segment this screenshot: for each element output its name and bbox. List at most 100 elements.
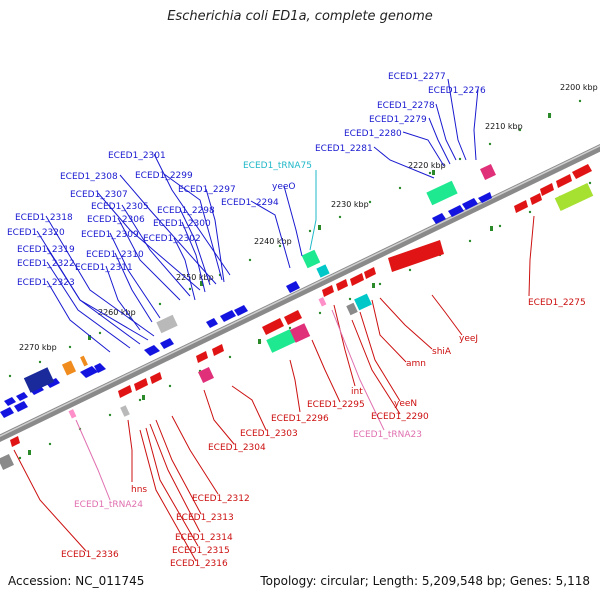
reverse-cds [196, 351, 208, 363]
reverse-cds [540, 183, 554, 196]
gene-label-eced1-2290: ECED1_2290 [371, 412, 429, 422]
genome-stats-text: Topology: circular; Length: 5,209,548 bp… [260, 574, 590, 588]
trna-feature [318, 297, 327, 307]
rrna-feature [316, 264, 330, 278]
gene-label-eced1-2311: ECED1_2311 [75, 263, 133, 273]
trna-feature [80, 355, 88, 367]
rrna-feature [354, 293, 372, 311]
reverse-cds [322, 285, 334, 297]
reverse-cds [350, 273, 364, 286]
gene-label-eced1-2314: ECED1_2314 [175, 533, 233, 543]
reverse-cds [118, 385, 132, 398]
lime-feature [554, 183, 594, 211]
gene-label-yeej: yeeJ [459, 334, 478, 344]
tick-label: 2250 kbp [176, 273, 214, 282]
gene-label-eced1-2316: ECED1_2316 [170, 559, 228, 569]
forward-features [4, 192, 492, 406]
reverse-cds [388, 240, 444, 272]
forward-cds [206, 318, 218, 328]
gene-label-eced1-2308: ECED1_2308 [60, 172, 118, 182]
gray-feature [0, 454, 14, 470]
special-features [0, 164, 594, 470]
gene-label-eced1-trna75: ECED1_tRNA75 [243, 161, 312, 171]
forward-cds [448, 205, 464, 217]
reverse-cds [572, 164, 592, 179]
magenta-feature [289, 323, 311, 343]
gene-label-eced1-2320: ECED1_2320 [7, 228, 65, 238]
forward-labels: ECED1_2277 ECED1_2276 ECED1_2278 ECED1_2… [7, 72, 486, 288]
forward-leader-lines [36, 78, 479, 353]
gene-label-eced1-2315: ECED1_2315 [172, 546, 230, 556]
forward-cds [144, 345, 160, 356]
forward-cds [4, 397, 16, 406]
gene-label-eced1-trna24: ECED1_tRNA24 [74, 500, 143, 510]
reverse-cds [284, 310, 302, 325]
gene-label-eced1-trna23: ECED1_tRNA23 [353, 430, 422, 440]
genome-backbone-highlight [0, 145, 600, 437]
gene-label-eced1-2304: ECED1_2304 [208, 443, 266, 453]
green-feature [301, 249, 321, 269]
reverse-features [10, 164, 592, 447]
track-dots [8, 99, 592, 460]
reverse-leader-lines [13, 215, 535, 562]
gray-feature [156, 314, 178, 334]
trna-labels: ECED1_tRNA75 ECED1_tRNA23 ECED1_tRNA24 [74, 161, 422, 510]
reverse-cds [10, 436, 20, 447]
reverse-cds [530, 193, 542, 205]
gene-label-eced1-2307: ECED1_2307 [70, 190, 128, 200]
gene-label-int: int [351, 387, 363, 397]
tick-label: 2270 kbp [19, 343, 57, 352]
forward-cds [478, 192, 492, 203]
gene-label-eced1-2294: ECED1_2294 [221, 198, 279, 208]
gene-label-eced1-2312: ECED1_2312 [192, 494, 250, 504]
reverse-cds [556, 174, 572, 188]
gene-label-eced1-2276: ECED1_2276 [428, 86, 486, 96]
reverse-cds [134, 378, 148, 391]
gene-label-eced1-2281: ECED1_2281 [315, 144, 373, 154]
gene-label-eced1-2322: ECED1_2322 [17, 259, 75, 269]
map-title: Escherichia coli ED1a, complete genome [167, 9, 433, 24]
forward-cds [286, 281, 300, 293]
accession-text: Accession: NC_011745 [8, 574, 145, 588]
forward-cds [94, 363, 106, 373]
gene-label-eced1-2323: ECED1_2323 [17, 278, 75, 288]
gene-label-eced1-2279: ECED1_2279 [369, 115, 427, 125]
orange-feature [61, 360, 77, 376]
tick-label: 2260 kbp [98, 308, 136, 317]
gene-label-eced1-2306: ECED1_2306 [87, 215, 145, 225]
green-feature [426, 180, 458, 206]
gene-label-eced1-2302: ECED1_2302 [143, 234, 201, 244]
forward-cds [14, 401, 28, 412]
gene-label-eced1-2319: ECED1_2319 [17, 245, 75, 255]
forward-cds [16, 392, 28, 401]
tick-label: 2200 kbp [560, 83, 598, 92]
gene-label-eced1-2278: ECED1_2278 [377, 101, 435, 111]
reverse-cds [212, 344, 224, 356]
gene-label-amn: amn [406, 359, 426, 369]
forward-cds [432, 213, 446, 224]
reverse-cds [364, 267, 376, 279]
gray-feature [120, 405, 130, 417]
gene-label-eced1-2318: ECED1_2318 [15, 213, 73, 223]
gene-label-eced1-2336: ECED1_2336 [61, 550, 119, 560]
gene-label-eced1-2303: ECED1_2303 [240, 429, 298, 439]
tick-label: 2220 kbp [408, 161, 446, 170]
gene-label-shia: shiA [432, 347, 452, 357]
forward-cds [46, 378, 60, 388]
gene-label-yeen: yeeN [394, 399, 417, 409]
gene-label-eced1-2309: ECED1_2309 [81, 230, 139, 240]
gene-label-yeeo: yeeO [272, 182, 295, 192]
gene-label-eced1-2305: ECED1_2305 [91, 202, 149, 212]
tick-labels: 2200 kbp 2210 kbp 2220 kbp 2230 kbp 2240… [19, 83, 598, 352]
gene-label-eced1-2275: ECED1_2275 [528, 298, 586, 308]
gene-label-eced1-2300: ECED1_2300 [153, 219, 211, 229]
gene-label-eced1-2277: ECED1_2277 [388, 72, 446, 82]
gray-feature [23, 367, 55, 393]
reverse-labels: ECED1_2275 yeeJ shiA amn int yeeN ECED1_… [61, 298, 586, 569]
gene-label-eced1-2310: ECED1_2310 [86, 250, 144, 260]
forward-cds [80, 366, 98, 378]
reverse-cds [262, 318, 284, 335]
forward-cds [220, 310, 236, 322]
magenta-feature [198, 367, 214, 383]
gene-label-eced1-2297: ECED1_2297 [178, 185, 236, 195]
